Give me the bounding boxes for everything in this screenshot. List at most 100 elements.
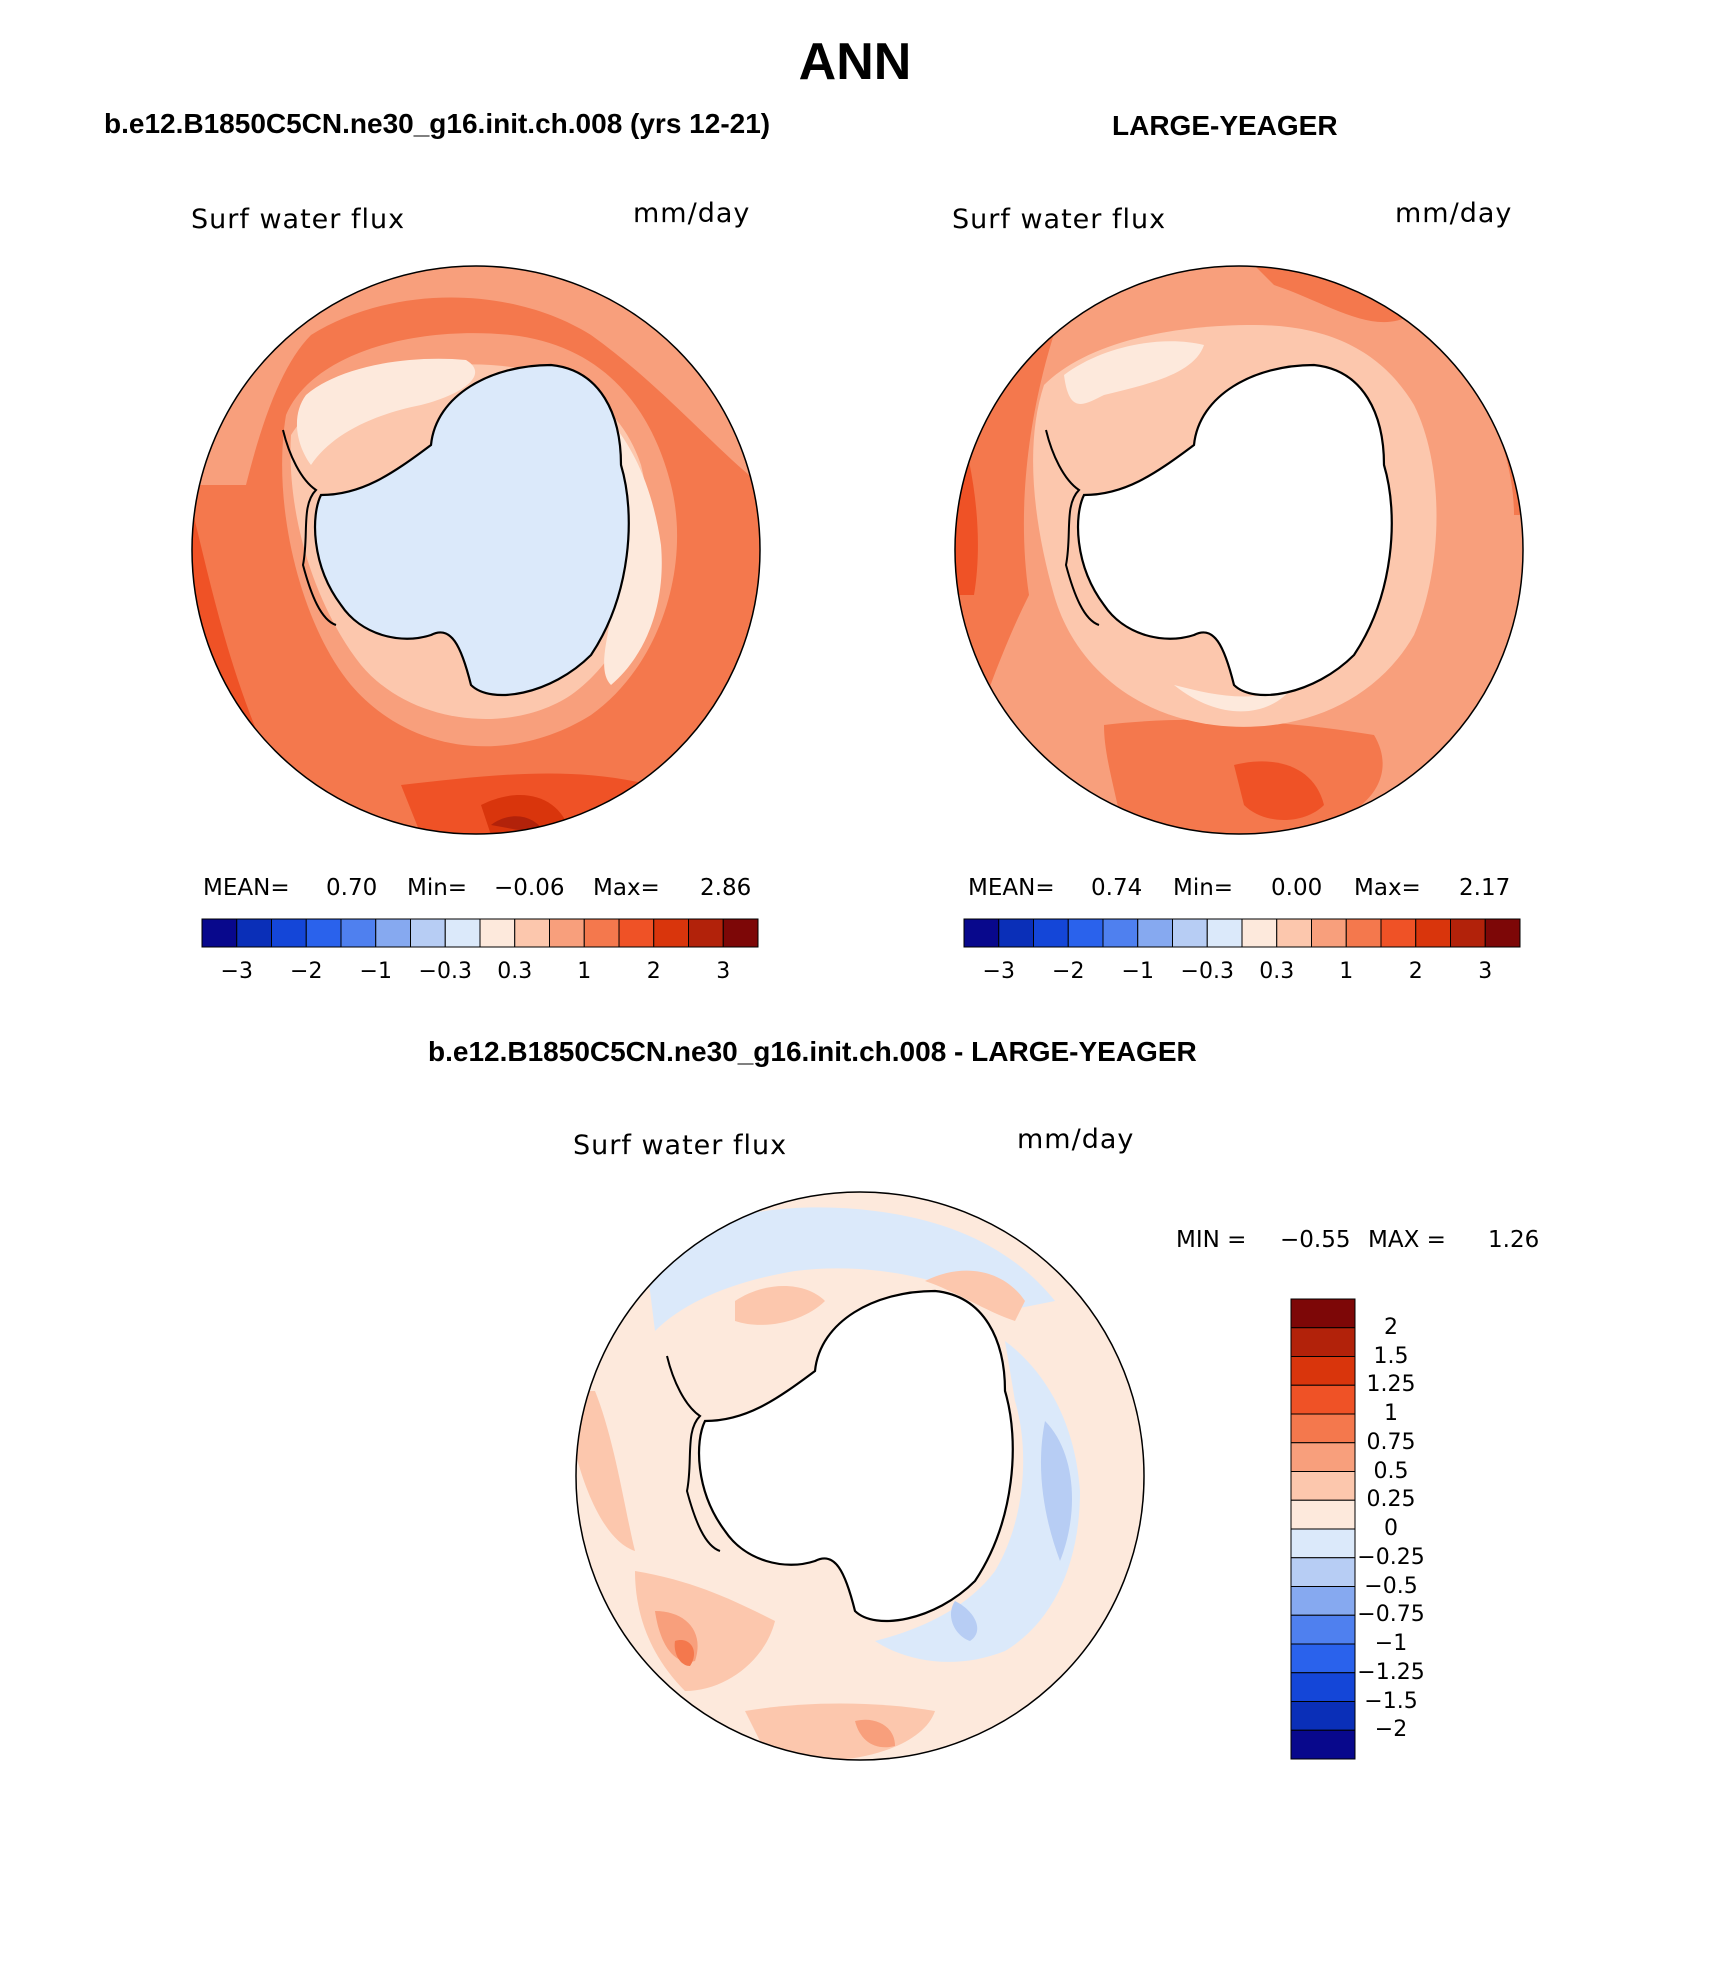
units-label: mm/day [633,198,751,229]
colorbar-tick-label: 1 [577,959,592,984]
colorbar-box [618,918,655,948]
colorbar-box [1206,918,1243,948]
colorbar-box [1290,1442,1356,1472]
colorbar-tick-label: 2 [646,959,661,984]
colorbar-box [1290,1672,1356,1702]
colorbar-box [549,918,585,948]
colorbar-tick-label: −1.25 [1357,1659,1425,1685]
colorbar-tick-label: −0.3 [418,959,472,984]
colorbar-tick-label: 1.25 [1366,1372,1416,1398]
min-label: Min= [1173,875,1234,901]
colorbar-tick-label: −1 [1374,1631,1408,1656]
colorbar-box [1276,918,1312,948]
min-label: Min= [407,875,468,901]
colorbar-box [410,918,446,948]
colorbar-tick-label: 2 [1384,1314,1398,1340]
mean-value: 0.70 [326,875,378,901]
variable-label: Surf water flux [573,1130,788,1161]
colorbar-box [514,918,550,948]
colorbar-model [201,918,759,948]
colorbar-box [583,918,620,948]
mean-label: MEAN= [203,875,290,901]
units-label: mm/day [1395,198,1513,229]
colorbar-box [375,918,411,948]
colorbar-box [201,918,238,948]
variable-label: Surf water flux [191,204,406,235]
colorbar-box [1290,1327,1356,1357]
colorbar-box [1172,918,1208,948]
colorbar-tick-label: −1.5 [1364,1688,1418,1714]
colorbar-box [1290,1557,1356,1587]
colorbar-box [236,918,272,948]
colorbar-box [1290,1356,1356,1386]
colorbar-box [1450,918,1486,948]
colorbar-box [1290,1701,1356,1731]
colorbar-box [1137,918,1173,948]
colorbar-box [340,918,377,948]
colorbar-box [1290,1384,1356,1415]
min-value: 0.00 [1271,875,1323,901]
colorbar-box [688,918,724,948]
colorbar-tick-label: −1 [1121,959,1154,984]
min-label: MIN = [1176,1227,1247,1253]
colorbar-box [963,918,1000,948]
min-value: −0.06 [494,875,565,901]
colorbar-tick-label: −2 [1374,1717,1408,1743]
polar-map-diff [575,1191,1145,1761]
colorbar-tick-label: −0.3 [1180,959,1234,984]
colorbar-box [1290,1729,1356,1760]
colorbar-box [305,918,342,948]
max-value: 2.17 [1459,875,1511,901]
colorbar-box [1290,1614,1356,1645]
colorbar-tick-label: 0.3 [1259,959,1295,984]
colorbar-box [479,918,516,948]
colorbar-tick-label: −2 [290,959,323,984]
colorbar-tick-label: −3 [220,959,253,984]
colorbar-tick-label: 0.5 [1373,1458,1409,1484]
colorbar-box [1067,918,1104,948]
units-label: mm/day [1017,1124,1135,1155]
polar-map-model [191,265,761,835]
colorbar-tick-label: 1 [1384,1401,1398,1426]
colorbar-tick-label: −0.75 [1357,1602,1425,1628]
panel-title-obs: LARGE-YEAGER [1112,110,1338,141]
colorbar-box [1290,1413,1356,1444]
colorbar-tick-label: 3 [1478,959,1493,984]
colorbar-tick-label: −0.25 [1357,1544,1425,1570]
colorbar-obs [963,918,1521,948]
colorbar-tick-label: 0 [1384,1516,1398,1541]
colorbar-box [998,918,1034,948]
colorbar-box [1484,918,1521,948]
colorbar-box [1290,1499,1356,1530]
colorbar-tick-label: −0.5 [1364,1573,1418,1599]
colorbar-diff [1290,1298,1356,1760]
colorbar-box [653,918,689,948]
max-value: 1.26 [1488,1227,1540,1253]
colorbar-box [444,918,481,948]
colorbar-tick-label: 0.75 [1366,1429,1416,1455]
colorbar-tick-label: 0.3 [497,959,533,984]
max-label: Max= [593,875,660,901]
colorbar-box [271,918,307,948]
colorbar-tick-label: 0.25 [1366,1487,1416,1513]
colorbar-tick-label: −1 [359,959,392,984]
min-value: −0.55 [1280,1227,1351,1253]
colorbar-tick-label: −3 [982,959,1015,984]
colorbar-box [1102,918,1139,948]
colorbar-box [1290,1643,1356,1674]
colorbar-box [1290,1471,1356,1501]
colorbar-box [1345,918,1382,948]
colorbar-tick-label: 3 [716,959,731,984]
colorbar-box [1311,918,1347,948]
colorbar-box [1241,918,1278,948]
max-value: 2.86 [700,875,752,901]
figure-title: ANN [798,33,912,91]
max-label: MAX = [1368,1227,1446,1253]
colorbar-tick-label: −2 [1052,959,1085,984]
mean-label: MEAN= [968,875,1055,901]
colorbar-box [1033,918,1069,948]
colorbar-box [722,918,759,948]
polar-map-obs [954,265,1524,835]
colorbar-tick-label: 1.5 [1373,1343,1409,1369]
panel-title-diff: b.e12.B1850C5CN.ne30_g16.init.ch.008 - L… [428,1036,1197,1067]
